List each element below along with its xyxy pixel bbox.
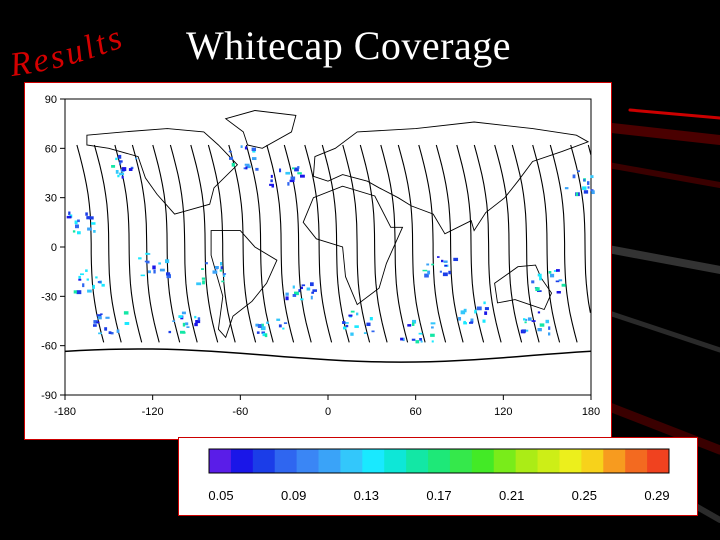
colorbar-swatch <box>406 449 429 473</box>
y-tick-label: -90 <box>41 390 57 402</box>
colorbar-swatch <box>340 449 363 473</box>
map-axes: 90 60 30 0 -30 -60 -90 -180 -120 -60 0 60 120 180 <box>41 94 600 418</box>
colorbar-swatch <box>274 449 298 473</box>
colorbar-tick-label: 0.21 <box>499 488 524 503</box>
colorbar-swatch <box>515 449 539 473</box>
x-tick-label: 120 <box>494 406 512 418</box>
x-tick-label: 0 <box>325 406 331 418</box>
colorbar-tick-label: 0.25 <box>572 488 597 503</box>
colorbar: 0.05 0.09 0.13 0.17 0.21 0.25 0.29 <box>208 448 670 503</box>
colorbar-swatch <box>625 449 648 473</box>
colorbar-tick-label: 0.05 <box>208 488 233 503</box>
colorbar-swatch <box>449 449 473 473</box>
map-figure: 90 60 30 0 -30 -60 -90 -180 -120 -60 0 60 120 180 <box>24 82 612 440</box>
x-tick-label: -60 <box>232 406 248 418</box>
colorbar-swatch <box>209 449 232 473</box>
variable-arg: h <box>138 482 149 503</box>
colorbar-swatch <box>537 449 560 473</box>
x-tick-label: 180 <box>582 406 600 418</box>
colorbar-swatch <box>493 449 517 473</box>
section-title: Results <box>8 18 130 84</box>
colorbar-swatch <box>428 449 451 473</box>
y-tick-label: -30 <box>41 291 57 303</box>
colorbar-swatch <box>581 449 604 473</box>
y-tick-label: 90 <box>45 94 57 106</box>
colorbar-tick-label: 0.17 <box>426 488 451 503</box>
colorbar-tick-label: 0.13 <box>354 488 379 503</box>
colorbar-swatch <box>318 449 341 473</box>
colorbar-swatch <box>362 449 385 473</box>
variable-symbol: W <box>112 482 128 503</box>
x-tick-label: -120 <box>142 406 164 418</box>
y-tick-label: -60 <box>41 341 57 353</box>
satellite-swaths <box>76 144 592 343</box>
colorbar-variable-label: W (h) <box>112 482 155 503</box>
colorbar-tick-label: 0.09 <box>281 488 306 503</box>
svg-text:Results: Results <box>8 18 130 84</box>
colorbar-swatch <box>296 449 320 473</box>
colorbar-swatch <box>647 449 670 473</box>
y-tick-label: 0 <box>51 242 57 254</box>
colorbar-swatch <box>471 449 495 473</box>
colorbar-swatch <box>559 449 582 473</box>
whitecap-map: 90 60 30 0 -30 -60 -90 -180 -120 -60 0 60 120 180 <box>41 94 600 418</box>
colorbar-tick-label: 0.29 <box>644 488 669 503</box>
y-tick-label: 60 <box>45 143 57 155</box>
slide-title: Whitecap Coverage <box>186 23 512 68</box>
colorbar-panel: 0.05 0.09 0.13 0.17 0.21 0.25 0.29 <box>178 437 698 516</box>
whitecap-spots <box>66 145 595 344</box>
colorbar-swatch <box>384 449 407 473</box>
x-tick-label: 60 <box>410 406 422 418</box>
y-tick-label: 30 <box>45 193 57 205</box>
colorbar-swatch <box>603 449 626 473</box>
colorbar-swatch <box>252 449 276 473</box>
colorbar-swatch <box>230 449 254 473</box>
x-tick-label: -180 <box>54 406 76 418</box>
